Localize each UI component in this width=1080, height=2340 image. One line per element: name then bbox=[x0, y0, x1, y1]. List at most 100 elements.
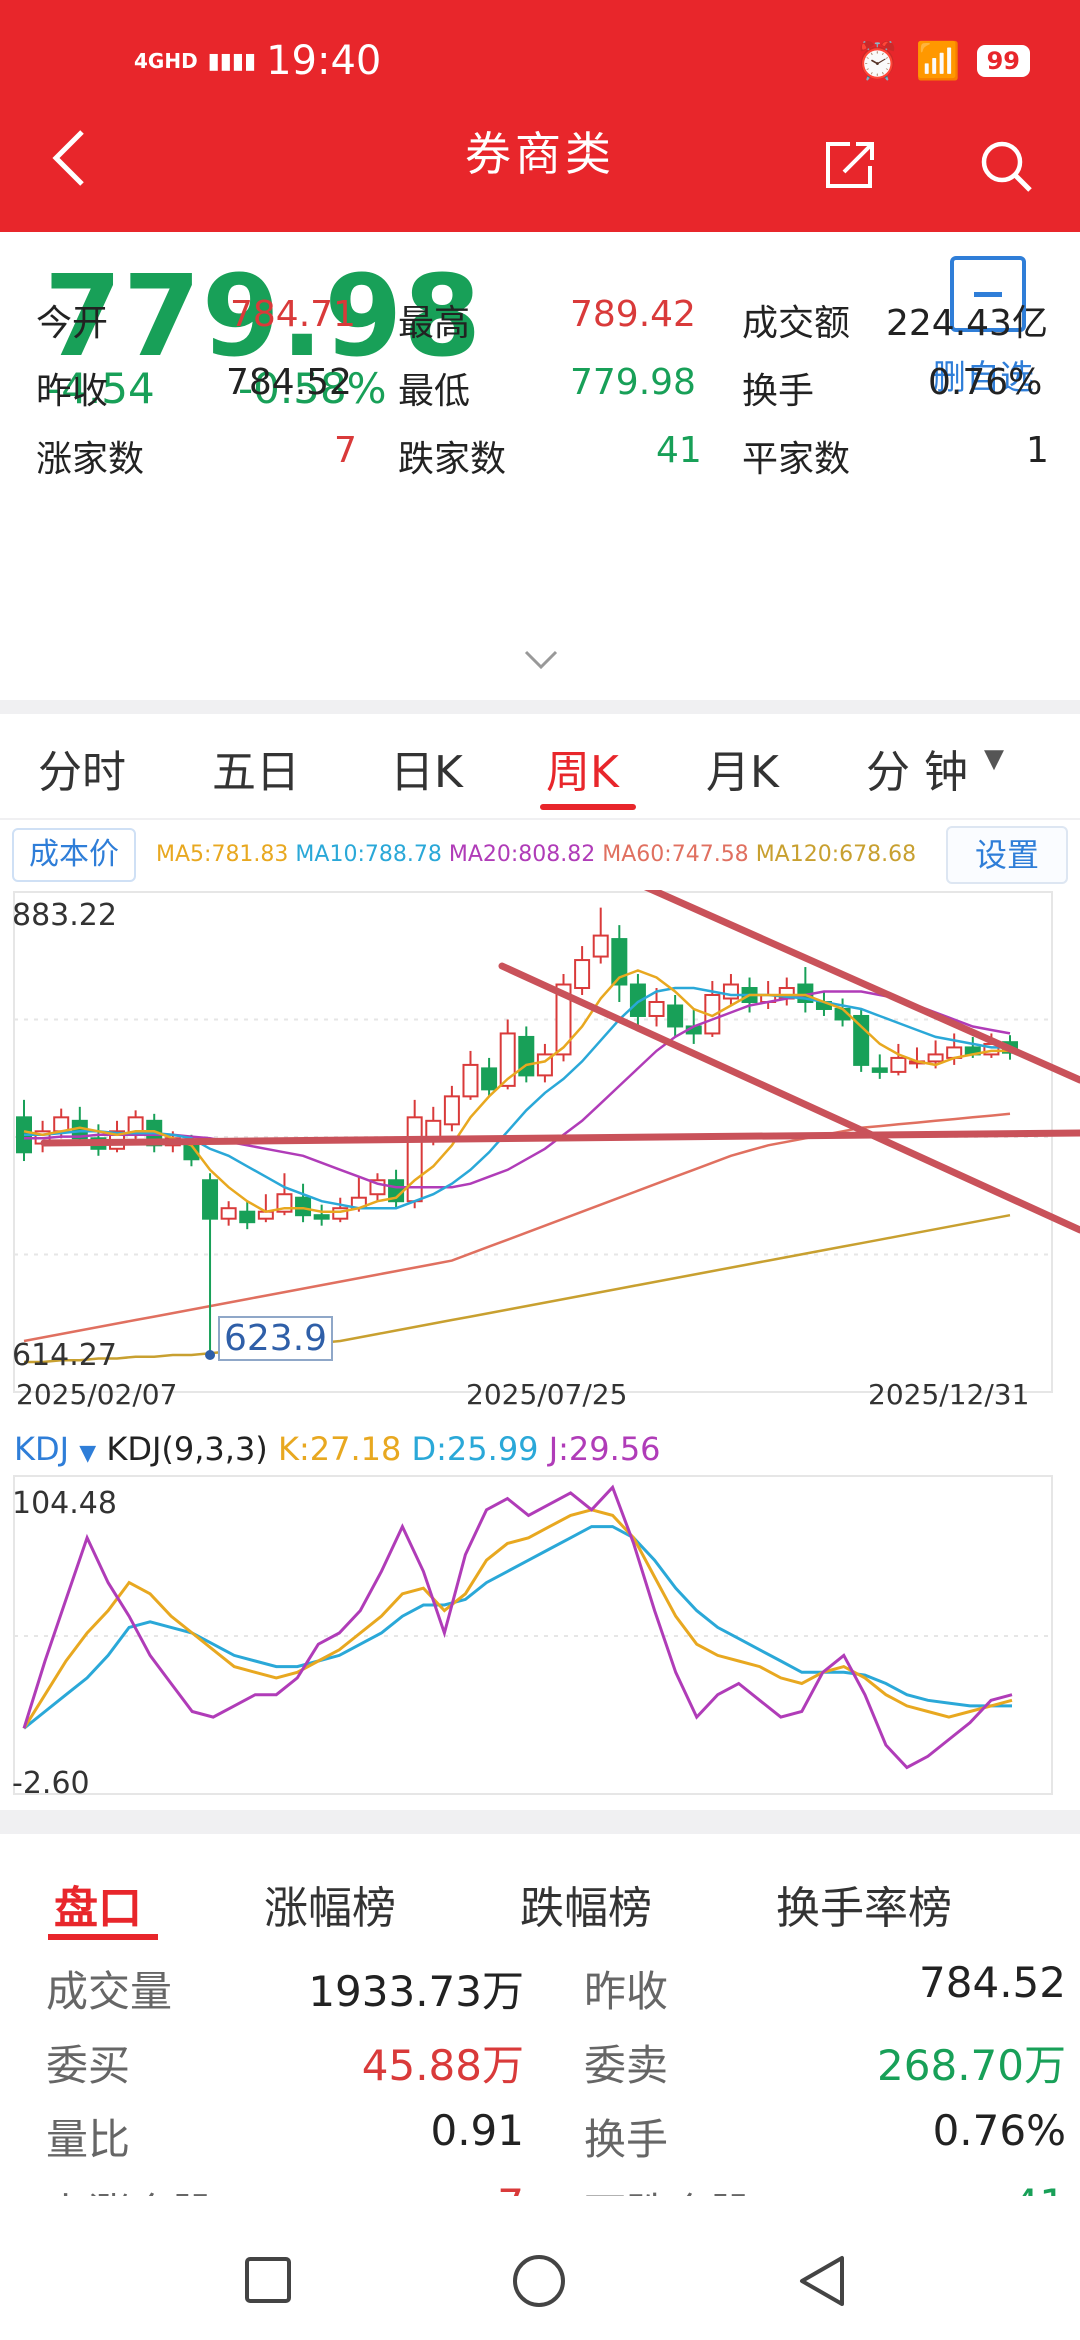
network-indicator: 4GHD bbox=[134, 49, 198, 73]
quote-panel: 779.98 -4.54 -0.58% 删自选 今开 784.71 最高 789… bbox=[0, 232, 1080, 698]
kdj-chart[interactable] bbox=[0, 1472, 1080, 1802]
tab-daily-k[interactable]: 日K bbox=[390, 747, 463, 798]
price-axis-min: 614.27 bbox=[12, 1338, 117, 1373]
resistance-line-lower bbox=[498, 962, 1080, 1234]
kdj-legend[interactable]: KDJ ▼ KDJ(9,3,3) K:27.18 D:25.99 J:29.56 bbox=[14, 1430, 661, 1468]
kdj-dropdown-icon[interactable]: ▼ bbox=[79, 1441, 97, 1466]
panel-label-left: 委买 bbox=[46, 2041, 131, 2090]
back-nav-icon[interactable] bbox=[796, 2254, 846, 2308]
candle-body-15 bbox=[295, 1196, 312, 1217]
kdj-d-line bbox=[23, 1525, 1012, 1730]
candle-body-16 bbox=[313, 1214, 330, 1220]
tabs-divider bbox=[0, 818, 1080, 820]
kdj-axis-max: 104.48 bbox=[12, 1486, 117, 1521]
stat-turnover-amount-label: 成交额 bbox=[742, 303, 851, 344]
panel-label-right: 委卖 bbox=[584, 2041, 669, 2090]
candle-body-34 bbox=[648, 1000, 665, 1017]
ma5-label: MA5:781.83 bbox=[156, 842, 289, 867]
wifi-icon: 📶 bbox=[915, 41, 961, 82]
panel-label-right: 换手 bbox=[584, 2115, 669, 2164]
ma120-label: MA120:678.68 bbox=[755, 842, 917, 867]
status-bar-left: 4GHD ▮▮▮▮ 19:40 bbox=[134, 38, 381, 84]
stat-low-label: 最低 bbox=[398, 371, 471, 412]
ma-legend: MA5:781.83 MA10:788.78 MA20:808.82 MA60:… bbox=[156, 842, 916, 867]
candle-body-27 bbox=[518, 1035, 535, 1077]
price-axis-max: 883.22 bbox=[12, 898, 117, 933]
tab-five-day[interactable]: 五日 bbox=[212, 747, 300, 798]
stat-turnover-amount-value: 224.43亿 bbox=[886, 303, 1048, 344]
stat-low-value: 779.98 bbox=[570, 362, 696, 403]
minute-dropdown-icon[interactable]: ▼ bbox=[984, 744, 1004, 774]
settings-button[interactable]: 设置 bbox=[946, 826, 1068, 884]
remove-watchlist-button[interactable] bbox=[950, 256, 1026, 332]
tab-losers[interactable]: 跌幅榜 bbox=[520, 1883, 652, 1934]
remove-watchlist-label[interactable]: 删自选 bbox=[932, 358, 1034, 398]
chart-period-tabs: 分时 五日 日K 周K 月K 分 钟 ▼ bbox=[0, 736, 1080, 812]
candle-body-21 bbox=[406, 1116, 423, 1203]
stat-prevclose-value: 784.52 bbox=[226, 362, 352, 403]
ma10-line bbox=[24, 986, 1010, 1210]
stat-down-count-label: 跌家数 bbox=[398, 439, 507, 480]
stat-open-value: 784.71 bbox=[230, 294, 356, 335]
panel-value-right: 268.70万 bbox=[877, 2041, 1066, 2090]
kdj-title: KDJ(9,3,3) bbox=[106, 1430, 268, 1468]
stat-down-count-value: 41 bbox=[656, 430, 702, 471]
tab-turnover-rank[interactable]: 换手率榜 bbox=[776, 1883, 952, 1934]
tab-minute[interactable]: 分 钟 bbox=[866, 747, 968, 798]
share-icon[interactable] bbox=[820, 134, 880, 194]
system-nav-bar bbox=[0, 2196, 1080, 2340]
candle-body-38 bbox=[722, 983, 739, 1000]
panel-value-left: 45.88万 bbox=[361, 2041, 524, 2090]
clock: 19:40 bbox=[266, 38, 382, 84]
candle-body-17 bbox=[332, 1207, 349, 1220]
tab-gainers[interactable]: 涨幅榜 bbox=[264, 1883, 396, 1934]
kdj-k-value: K:27.18 bbox=[277, 1430, 402, 1468]
support-line bbox=[40, 1129, 1080, 1147]
tab-intraday[interactable]: 分时 bbox=[38, 747, 126, 798]
candle-body-35 bbox=[667, 1004, 684, 1028]
date-label-start: 2025/02/07 bbox=[16, 1378, 178, 1411]
tab-monthly-k[interactable]: 月K bbox=[706, 747, 779, 798]
ma10-label: MA10:788.78 bbox=[295, 842, 442, 867]
recents-icon[interactable] bbox=[244, 2256, 292, 2304]
ma5-line bbox=[23, 969, 1010, 1214]
kdj-j-value: J:29.56 bbox=[548, 1430, 661, 1468]
page-title: 券商类 bbox=[465, 127, 615, 181]
kdj-j-line bbox=[22, 1484, 1013, 1770]
price-change: -4.54 bbox=[46, 364, 155, 413]
app-header: 4GHD ▮▮▮▮ 19:40 ⏰ 📶 99 券商类 bbox=[0, 0, 1080, 232]
stat-open-label: 今开 bbox=[36, 303, 109, 344]
stat-high-value: 789.42 bbox=[570, 294, 696, 335]
stat-turnover-value: 0.76% bbox=[928, 362, 1043, 403]
low-marker-dot bbox=[205, 1349, 216, 1360]
expand-chevron-icon[interactable] bbox=[524, 650, 558, 670]
panel-label-left: 量比 bbox=[46, 2115, 131, 2164]
cost-price-button[interactable]: 成本价 bbox=[12, 828, 136, 882]
panel-label-left: 成交量 bbox=[46, 1967, 173, 2016]
candle-body-22 bbox=[425, 1119, 442, 1140]
last-price: 779.98 bbox=[44, 252, 483, 382]
panel-value-right: 784.52 bbox=[919, 1958, 1066, 2007]
search-icon[interactable] bbox=[976, 136, 1036, 196]
active-tab-indicator bbox=[540, 804, 636, 810]
stat-flat-count-label: 平家数 bbox=[742, 439, 851, 480]
stat-up-count-value: 7 bbox=[334, 430, 357, 471]
kdj-k-line bbox=[22, 1508, 1013, 1730]
candle-body-23 bbox=[443, 1095, 460, 1126]
home-icon[interactable] bbox=[512, 2254, 566, 2308]
tab-order-book[interactable]: 盘口 bbox=[54, 1883, 142, 1934]
candle-body-31 bbox=[592, 934, 609, 958]
panel-value-left: 1933.73万 bbox=[308, 1967, 524, 2016]
section-divider bbox=[0, 700, 1080, 714]
tab-weekly-k[interactable]: 周K bbox=[546, 747, 619, 798]
alarm-icon: ⏰ bbox=[854, 41, 900, 82]
candlestick-chart[interactable] bbox=[0, 890, 1080, 1420]
battery-indicator: 99 bbox=[976, 45, 1030, 77]
kdj-selector[interactable]: KDJ bbox=[14, 1430, 70, 1468]
ma120-line bbox=[24, 1213, 1011, 1364]
candle-body-24 bbox=[462, 1063, 479, 1098]
candle-body-26 bbox=[499, 1032, 516, 1087]
back-arrow-icon[interactable] bbox=[46, 128, 94, 188]
low-marker-label: 623.9 bbox=[218, 1316, 334, 1361]
price-change-pct: -0.58% bbox=[238, 364, 387, 413]
